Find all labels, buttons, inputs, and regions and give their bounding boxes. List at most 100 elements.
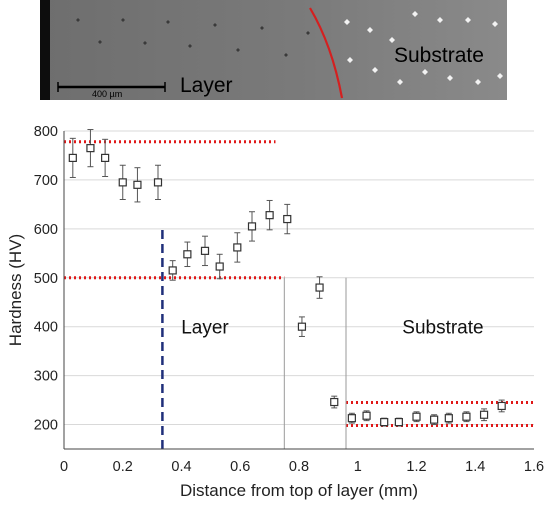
point-marker [86, 144, 95, 153]
indent-mark [447, 75, 453, 81]
micrograph-image: 400 µm Layer Substrate [40, 0, 507, 100]
point-marker [380, 417, 389, 427]
region-label: Layer [181, 318, 229, 339]
point-marker [362, 411, 371, 420]
data-points [68, 129, 506, 427]
point-marker [247, 222, 257, 231]
y-axis-title: Hardness (HV) [6, 234, 25, 346]
data-point [200, 235, 210, 267]
point-marker [118, 178, 127, 187]
indent-mark [389, 37, 395, 43]
indent-mark [76, 18, 80, 22]
data-point [479, 408, 489, 422]
x-tick-labels: 0 0.2 0.4 0.6 0.8 1 1.2 1.4 1.6 [60, 459, 544, 475]
indent-mark [143, 41, 147, 45]
data-point [430, 414, 439, 426]
data-point [247, 211, 257, 242]
data-point [133, 167, 142, 203]
data-point [233, 232, 242, 263]
point-marker [168, 266, 177, 275]
x-axis-title: Distance from top of layer (mm) [180, 481, 418, 500]
interface-line [309, 7, 344, 99]
indent-mark [188, 44, 192, 48]
indent-mark [372, 67, 378, 73]
point-marker [497, 401, 506, 411]
data-point [315, 276, 324, 299]
data-point [412, 411, 421, 423]
point-marker [444, 414, 453, 423]
point-marker [330, 397, 339, 407]
indent-mark [260, 26, 264, 30]
region-labels: Layer Substrate [181, 318, 483, 339]
data-point [86, 129, 95, 168]
data-point [444, 412, 453, 424]
point-marker [283, 214, 292, 224]
x-tick-label: 1.6 [524, 459, 544, 475]
y-tick-labels: 200 300 400 500 600 700 800 [34, 124, 58, 434]
micrograph-layer-label: Layer [180, 74, 233, 97]
data-point [68, 137, 77, 178]
y-tick-label: 700 [34, 173, 58, 189]
indent-mark [422, 69, 428, 75]
micrograph-substrate-label: Substrate [394, 44, 484, 67]
gridlines [64, 130, 534, 426]
region-label: Substrate [402, 318, 483, 339]
x-tick-label: 0.2 [113, 459, 133, 475]
data-point [283, 203, 292, 235]
y-tick-label: 500 [34, 271, 58, 287]
y-tick-label: 400 [34, 320, 58, 336]
data-point [347, 412, 356, 424]
point-marker [133, 180, 142, 189]
indent-mark [121, 18, 125, 22]
x-tick-label: 1.4 [465, 459, 485, 475]
point-marker [101, 153, 110, 163]
point-marker [315, 283, 324, 292]
indent-mark [98, 40, 102, 44]
point-marker [297, 322, 307, 331]
x-tick-label: 0.8 [289, 459, 309, 475]
data-point [330, 395, 339, 409]
point-marker [347, 414, 356, 423]
plot-area [64, 131, 534, 449]
point-marker [479, 410, 489, 419]
scale-bar-label: 400 µm [92, 89, 122, 99]
x-tick-label: 1 [354, 459, 362, 475]
data-point [297, 316, 307, 337]
indent-mark [367, 27, 373, 33]
point-marker [183, 250, 192, 259]
point-marker [394, 417, 403, 427]
indent-mark [347, 57, 353, 63]
substrate-indents [344, 11, 503, 85]
point-marker [68, 153, 77, 163]
x-tick-label: 0 [60, 459, 68, 475]
data-point [265, 199, 274, 231]
indent-mark [465, 17, 471, 23]
point-marker [462, 412, 471, 421]
data-point [362, 410, 371, 422]
reference-lines [64, 140, 534, 449]
indent-mark [306, 31, 310, 35]
indent-mark [236, 48, 240, 52]
point-marker [412, 412, 421, 421]
point-marker [215, 262, 224, 271]
x-tick-label: 1.2 [406, 459, 426, 475]
data-point [394, 417, 403, 427]
micrograph-background [40, 0, 507, 100]
data-point [462, 411, 471, 423]
y-tick-label: 200 [34, 418, 58, 434]
indent-mark [397, 79, 403, 85]
data-point [101, 138, 110, 177]
indent-mark [344, 19, 350, 25]
indent-mark [284, 53, 288, 57]
indent-mark [437, 17, 443, 23]
point-marker [200, 246, 210, 255]
indent-mark [475, 79, 481, 85]
y-tick-label: 800 [34, 124, 58, 140]
data-point [168, 260, 177, 281]
y-tick-label: 300 [34, 369, 58, 385]
x-tick-label: 0.6 [230, 459, 250, 475]
indent-mark [497, 73, 503, 79]
micrograph-edge [40, 0, 50, 100]
indent-mark [412, 11, 418, 17]
indent-mark [492, 21, 498, 27]
